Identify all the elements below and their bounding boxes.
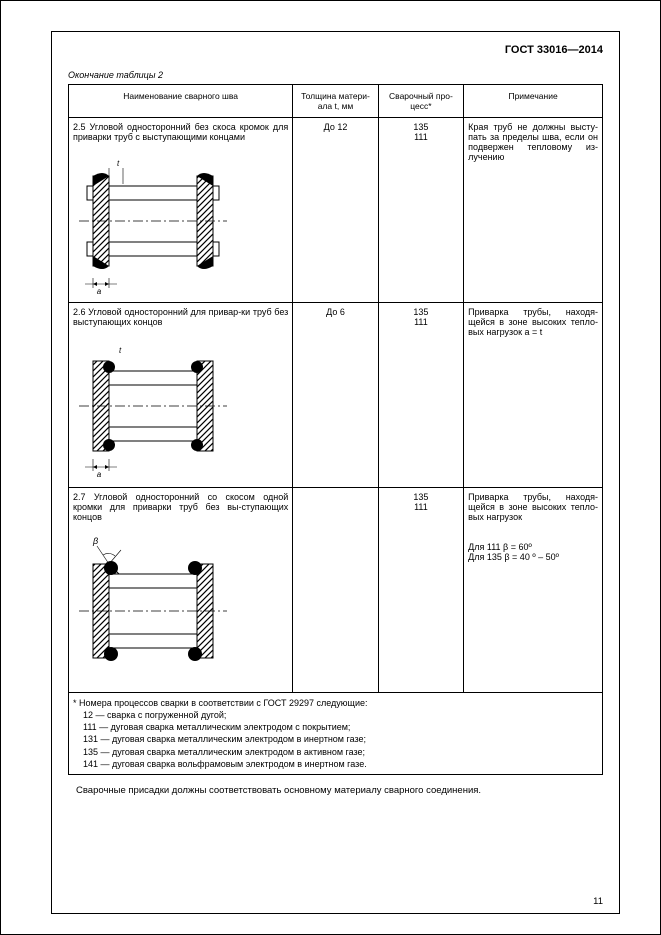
footnote-line: 141 — дуговая сварка вольфрамовым электр… [73,758,598,770]
cell-process: 135111 [378,118,463,303]
cell-thickness: До 6 [293,303,378,488]
table-row: 2.6 Угловой односторонний для привар-ки … [69,303,603,488]
row-title: 2.5 Угловой односторонний без скоса кром… [73,122,288,142]
svg-text:t: t [119,346,122,355]
footnote-line: 131 — дуговая сварка металлическим элект… [73,733,598,745]
cell-name: 2.7 Угловой односторонний со скосом одно… [69,488,293,693]
svg-text:β: β [92,536,98,546]
footnote-line: 111 — дуговая сварка металлическим элект… [73,721,598,733]
diagram-2-6: a t [73,331,288,483]
svg-text:a: a [97,287,102,296]
header-process: Сварочный про-цесс* [378,85,463,118]
bottom-paragraph: Сварочные присадки должны соответствоват… [68,785,603,796]
row-title: 2.7 Угловой односторонний со скосом одно… [73,492,288,522]
document-id: ГОСТ 33016—2014 [68,44,603,56]
content-frame: ГОСТ 33016—2014 Окончание таблицы 2 Наим… [51,31,620,914]
header-name: Наименование сварного шва [69,85,293,118]
table-row: 2.5 Угловой односторонний без скоса кром… [69,118,603,303]
cell-name: 2.6 Угловой односторонний для привар-ки … [69,303,293,488]
page-number: 11 [593,896,603,907]
cell-process: 135111 [378,303,463,488]
cell-thickness: До 12 [293,118,378,303]
page: ГОСТ 33016—2014 Окончание таблицы 2 Наим… [0,0,661,935]
cell-thickness [293,488,378,693]
footnote-row: * Номера процессов сварки в соответствии… [69,693,603,775]
table-row: 2.7 Угловой односторонний со скосом одно… [69,488,603,693]
table-caption: Окончание таблицы 2 [68,70,603,80]
header-note: Примечание [464,85,603,118]
diagram-2-7: β [73,526,288,688]
cell-note: Края труб не должны высту-пать за предел… [464,118,603,303]
diagram-2-5: a t [73,146,288,298]
footnote-line: 12 — сварка с погруженной дугой; [73,709,598,721]
cell-process: 135111 [378,488,463,693]
svg-text:a: a [97,470,102,479]
header-row: Наименование сварного шва Толщина матери… [69,85,603,118]
cell-note: Приварка трубы, находя-щейся в зоне высо… [464,488,603,693]
cell-note: Приварка трубы, находя-щейся в зоне высо… [464,303,603,488]
svg-text:t: t [117,159,120,168]
weld-table: Наименование сварного шва Толщина матери… [68,84,603,775]
header-thickness: Толщина матери-ала t, мм [293,85,378,118]
footnote-cell: * Номера процессов сварки в соответствии… [69,693,603,775]
row-title: 2.6 Угловой односторонний для привар-ки … [73,307,288,327]
footnote-intro: * Номера процессов сварки в соответствии… [73,697,598,709]
footnote-line: 135 — дуговая сварка металлическим элект… [73,746,598,758]
cell-name: 2.5 Угловой односторонний без скоса кром… [69,118,293,303]
